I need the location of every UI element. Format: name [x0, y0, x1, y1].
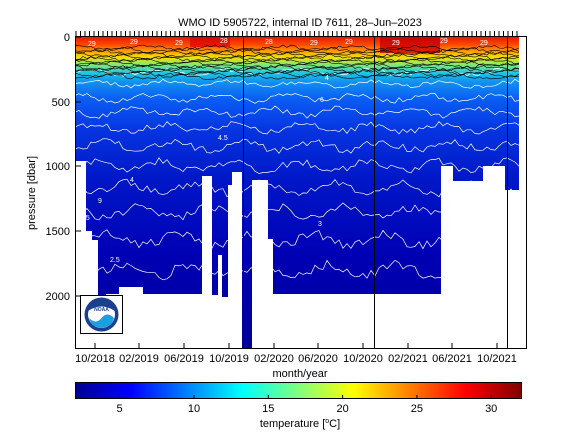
isotherm-line	[75, 120, 519, 135]
thermocline-line	[75, 64, 519, 72]
logo-text: NOAA	[94, 307, 109, 313]
noaa-logo: NOAA	[80, 295, 123, 334]
plot-frame	[75, 36, 527, 349]
x-tick-label: 06/2021	[432, 353, 472, 365]
thermocline-line	[75, 73, 519, 80]
contour-label: 29	[440, 38, 448, 45]
colorbar-tick-label: 25	[411, 403, 423, 415]
x-tick-label: 10/2020	[343, 353, 383, 365]
contour-label: 29	[88, 41, 96, 48]
y-axis-label: pressure [dbar]	[26, 156, 38, 230]
colorbar-tick-label: 5	[117, 403, 123, 415]
isotherm-line	[75, 78, 519, 89]
contour-label: 29	[310, 40, 318, 47]
thermocline-lines	[75, 44, 519, 80]
x-tick-label: 06/2020	[298, 353, 338, 365]
contour-label: 3	[318, 221, 322, 228]
thermocline-line	[75, 60, 519, 67]
isotherm-line	[75, 157, 519, 174]
contour-label: 4.5	[218, 135, 228, 142]
temperature-field	[75, 37, 519, 349]
contour-label: 6	[320, 97, 324, 104]
contour-label: 2.5	[80, 215, 90, 222]
colorbar: 5 10 15 20 25 30 temperature [oC]	[75, 382, 522, 430]
contour-labels: 29 29 29 28 28 29 29 29 29 29 6 4.5 4 9 2.5 3 4 2.5	[80, 38, 488, 264]
x-tick-label: 10/2019	[209, 353, 249, 365]
thermocline-line	[75, 68, 519, 76]
y-tick-label: 1000	[46, 161, 70, 173]
surface-hot-patch	[380, 37, 440, 53]
surface-hot-patch	[190, 37, 230, 47]
y-tick-label: 1500	[46, 226, 70, 238]
x-axis-label: month/year	[272, 368, 327, 380]
thermocline-line	[75, 62, 519, 69]
colorbar-gradient	[75, 382, 521, 398]
contour-label: 4	[130, 177, 134, 184]
x-tick-label: 06/2019	[164, 353, 204, 365]
thermocline-line	[75, 48, 519, 56]
colorbar-tick-label: 30	[485, 403, 497, 415]
chart-title: WMO ID 5905722, internal ID 7611, 28–Jun…	[178, 17, 422, 29]
y-axis: 0 500 1000 1500 2000	[46, 32, 81, 303]
contour-label: 29	[480, 40, 488, 47]
contour-label: 28	[220, 38, 228, 45]
thermocline-line	[75, 51, 519, 59]
contour-label: 4	[325, 75, 329, 82]
thermocline-line	[75, 55, 519, 63]
contour-label: 2.5	[110, 257, 120, 264]
y-tick-label: 500	[52, 97, 70, 109]
x-tick-label: 10/2018	[75, 353, 115, 365]
y-tick-label: 0	[64, 32, 70, 44]
contour-label: 29	[175, 40, 183, 47]
colorbar-tick-label: 10	[188, 403, 200, 415]
temperature-gradient	[75, 37, 519, 349]
x-tick-label: 02/2019	[119, 353, 159, 365]
colorbar-tick-label: 20	[336, 403, 348, 415]
x-axis: 10/2018 02/2019 06/2019 10/2019 02/2020 …	[75, 343, 517, 365]
isotherm-line	[75, 105, 519, 119]
contour-label: 29	[392, 40, 400, 47]
isotherm-line	[75, 138, 519, 154]
isotherm-line	[75, 92, 519, 104]
colorbar-ticks	[119, 395, 492, 398]
contour-label: 29	[345, 39, 353, 46]
profile-marker-lines	[243, 37, 508, 349]
y-tick-label: 2000	[46, 291, 70, 303]
colorbar-label: temperature [oC]	[260, 418, 340, 430]
thermocline-line	[75, 57, 519, 65]
colorbar-frame	[75, 382, 522, 399]
colorbar-tick-label: 15	[262, 403, 274, 415]
x-tick-label: 02/2020	[254, 353, 294, 365]
x-tick-label: 02/2021	[388, 353, 428, 365]
contour-label: 28	[265, 39, 273, 46]
x-tick-label: 10/2021	[477, 353, 517, 365]
contour-label: 9	[98, 198, 102, 205]
contour-label: 29	[130, 39, 138, 46]
